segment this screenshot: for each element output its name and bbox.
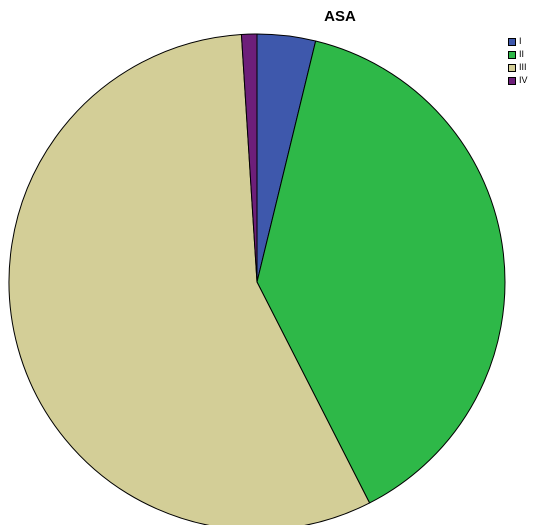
pie-slice-ii xyxy=(256,40,506,504)
legend-label-ii: II xyxy=(519,49,525,59)
legend-swatch-iv xyxy=(508,76,516,85)
legend-swatch-ii xyxy=(508,50,516,59)
legend-item-i: I xyxy=(508,36,528,47)
legend-swatch-i xyxy=(508,37,516,46)
legend: I II III IV xyxy=(508,36,528,88)
legend-item-iii: III xyxy=(508,62,528,73)
legend-label-iv: IV xyxy=(519,75,528,85)
pie-slice-iv xyxy=(240,33,258,283)
chart-title: ASA xyxy=(324,8,356,25)
legend-item-ii: II xyxy=(508,49,528,60)
legend-label-i: I xyxy=(519,36,522,46)
legend-item-iv: IV xyxy=(508,75,528,86)
pie-slice-iii xyxy=(8,33,371,525)
legend-swatch-iii xyxy=(508,63,516,72)
legend-label-iii: III xyxy=(519,62,527,72)
